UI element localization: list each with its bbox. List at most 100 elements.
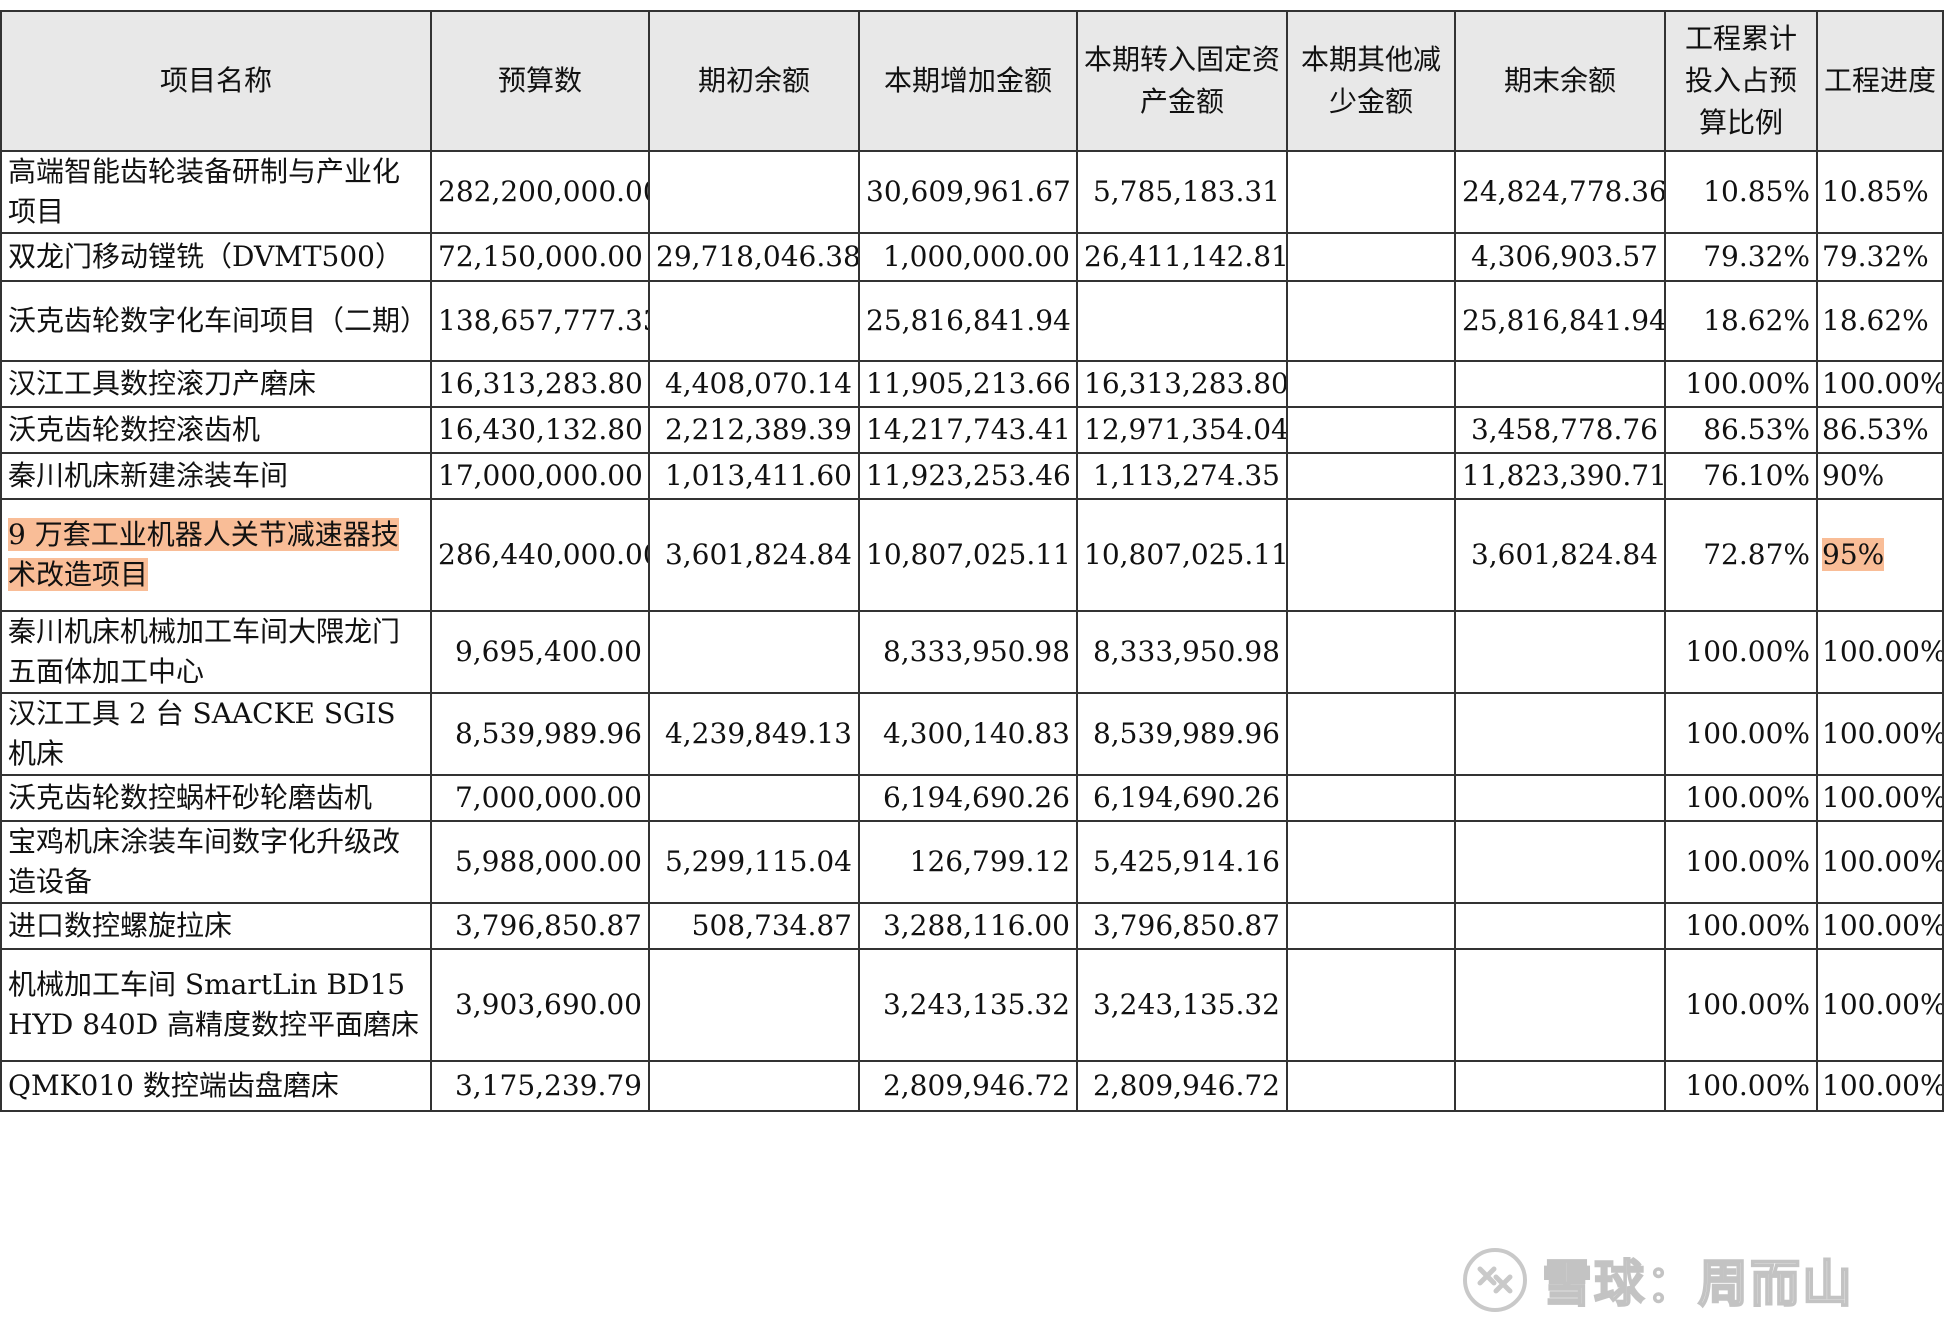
cell-project-name-text: 进口数控螺旋拉床	[8, 909, 233, 942]
cell-transferred-to-fixed-assets-text: 3,796,850.87	[1092, 909, 1280, 942]
table-row: 沃克齿轮数控蜗杆砂轮磨齿机 7,000,000.00 6,194,690.26 6,1…	[0, 774, 1944, 822]
cell-budget: 3,796,850.87	[430, 902, 650, 950]
table-row: 秦川机床新建涂装车间 17,000,000.00 1,013,411.60 11,92…	[0, 452, 1944, 500]
cell-progress: 86.53%	[1816, 406, 1944, 454]
cell-cumulative-ratio: 72.87%	[1664, 498, 1818, 612]
cell-transferred-to-fixed-assets: 1,113,274.35	[1076, 452, 1288, 500]
cell-budget-text: 286,440,000.00	[438, 538, 649, 571]
cell-current-increase: 30,609,961.67	[858, 150, 1078, 234]
cell-closing-balance	[1454, 774, 1666, 822]
cell-opening-balance	[648, 150, 860, 234]
cell-progress: 100.00%	[1816, 610, 1944, 694]
cell-other-decrease	[1286, 948, 1456, 1062]
cell-budget-text: 16,313,283.80	[438, 367, 643, 400]
cell-project-name: 汉江工具 2 台 SAACKE SGIS 机床	[0, 692, 432, 776]
cell-current-increase: 1,000,000.00	[858, 232, 1078, 282]
cell-closing-balance-text: 3,601,824.84	[1470, 538, 1658, 571]
cell-project-name-text: QMK010 数控端齿盘磨床	[8, 1069, 339, 1102]
cell-transferred-to-fixed-assets-text: 5,785,183.31	[1092, 175, 1280, 208]
header-progress: 工程进度	[1816, 10, 1944, 152]
cell-opening-balance-text: 5,299,115.04	[664, 845, 852, 878]
table-row: 宝鸡机床涂装车间数字化升级改造设备 5,988,000.00 5,299,115.0…	[0, 820, 1944, 904]
cell-other-decrease	[1286, 774, 1456, 822]
cell-current-increase: 2,809,946.72	[858, 1060, 1078, 1112]
header-project-name: 项目名称	[0, 10, 432, 152]
table-row: 进口数控螺旋拉床 3,796,850.87 508,734.87 3,288,116.…	[0, 902, 1944, 950]
table-body: 高端智能齿轮装备研制与产业化项目 282,200,000.00 30,609,961…	[0, 150, 1944, 1112]
cell-transferred-to-fixed-assets-text: 2,809,946.72	[1092, 1069, 1280, 1102]
cell-other-decrease	[1286, 820, 1456, 904]
cell-cumulative-ratio: 100.00%	[1664, 692, 1818, 776]
cell-budget: 138,657,777.33	[430, 280, 650, 362]
cell-closing-balance: 3,458,778.76	[1454, 406, 1666, 454]
cell-project-name: QMK010 数控端齿盘磨床	[0, 1060, 432, 1112]
cell-transferred-to-fixed-assets-text: 12,971,354.04	[1084, 413, 1287, 446]
cell-budget: 17,000,000.00	[430, 452, 650, 500]
cell-transferred-to-fixed-assets-text: 1,113,274.35	[1092, 459, 1280, 492]
cell-transferred-to-fixed-assets: 6,194,690.26	[1076, 774, 1288, 822]
header-closing-balance: 期末余额	[1454, 10, 1666, 152]
cell-other-decrease	[1286, 280, 1456, 362]
cell-transferred-to-fixed-assets: 3,796,850.87	[1076, 902, 1288, 950]
cell-progress-text: 100.00%	[1822, 781, 1943, 814]
cell-budget-text: 138,657,777.33	[438, 304, 649, 337]
table-row: QMK010 数控端齿盘磨床 3,175,239.79 2,809,946.72 2,…	[0, 1060, 1944, 1112]
header-opening-balance: 期初余额	[648, 10, 860, 152]
construction-in-progress-table-container: 项目名称 预算数 期初余额 本期增加金额 本期转入固定资产金额 本期其他减少金额 期末余额工…	[0, 10, 1944, 1112]
table-row: 汉江工具数控滚刀产磨床 16,313,283.80 4,408,070.14 11,9…	[0, 360, 1944, 408]
cell-other-decrease	[1286, 498, 1456, 612]
cell-opening-balance-text: 29,718,046.38	[656, 240, 859, 273]
cell-budget: 8,539,989.96	[430, 692, 650, 776]
cell-cumulative-ratio-text: 100.00%	[1685, 367, 1810, 400]
cell-progress: 100.00%	[1816, 360, 1944, 408]
cell-other-decrease	[1286, 1060, 1456, 1112]
cell-current-increase-text: 8,333,950.98	[882, 635, 1070, 668]
cell-closing-balance-text: 24,824,778.36	[1462, 175, 1665, 208]
cell-budget-text: 9,695,400.00	[454, 635, 642, 668]
header-current-increase: 本期增加金额	[858, 10, 1078, 152]
cell-opening-balance: 29,718,046.38	[648, 232, 860, 282]
cell-closing-balance	[1454, 820, 1666, 904]
cell-current-increase: 3,243,135.32	[858, 948, 1078, 1062]
cell-transferred-to-fixed-assets: 8,539,989.96	[1076, 692, 1288, 776]
cell-closing-balance-text: 3,458,778.76	[1470, 413, 1658, 446]
cell-closing-balance: 4,306,903.57	[1454, 232, 1666, 282]
cell-cumulative-ratio: 10.85%	[1664, 150, 1818, 234]
cell-current-increase-text: 10,807,025.11	[866, 538, 1071, 571]
cell-project-name-text: 汉江工具数控滚刀产磨床	[8, 367, 317, 400]
cell-progress: 100.00%	[1816, 820, 1944, 904]
cell-current-increase: 11,905,213.66	[858, 360, 1078, 408]
cell-transferred-to-fixed-assets-text: 16,313,283.80	[1084, 367, 1287, 400]
cell-budget: 16,430,132.80	[430, 406, 650, 454]
cell-progress: 95%	[1816, 498, 1944, 612]
cell-current-increase: 10,807,025.11	[858, 498, 1078, 612]
cell-opening-balance	[648, 948, 860, 1062]
cell-current-increase-text: 4,300,140.83	[882, 717, 1070, 750]
cell-budget-text: 8,539,989.96	[454, 717, 642, 750]
cell-progress: 100.00%	[1816, 692, 1944, 776]
cell-current-increase-text: 3,243,135.32	[882, 988, 1070, 1021]
cell-progress: 100.00%	[1816, 774, 1944, 822]
cell-opening-balance	[648, 1060, 860, 1112]
cell-closing-balance	[1454, 902, 1666, 950]
table-row: 秦川机床机械加工车间大隈龙门五面体加工中心 9,695,400.00 8,333,9…	[0, 610, 1944, 694]
cell-cumulative-ratio-text: 10.85%	[1703, 175, 1810, 208]
cell-progress-text: 18.62%	[1822, 304, 1929, 337]
cell-progress: 100.00%	[1816, 1060, 1944, 1112]
cell-opening-balance-text: 3,601,824.84	[664, 538, 852, 571]
cell-progress-text: 100.00%	[1822, 845, 1943, 878]
cell-budget-text: 72,150,000.00	[438, 240, 643, 273]
cell-progress-text: 100.00%	[1822, 1069, 1943, 1102]
cell-opening-balance: 508,734.87	[648, 902, 860, 950]
cell-cumulative-ratio-text: 100.00%	[1685, 845, 1810, 878]
cell-current-increase: 6,194,690.26	[858, 774, 1078, 822]
cell-project-name: 双龙门移动镗铣（DVMT500）	[0, 232, 432, 282]
cell-progress-text: 79.32%	[1822, 240, 1929, 273]
cell-opening-balance: 3,601,824.84	[648, 498, 860, 612]
cell-project-name: 沃克齿轮数字化车间项目（二期）	[0, 280, 432, 362]
cell-project-name: 高端智能齿轮装备研制与产业化项目	[0, 150, 432, 234]
cell-project-name-text: 9 万套工业机器人关节减速器技术改造项目	[8, 518, 399, 591]
cell-opening-balance: 5,299,115.04	[648, 820, 860, 904]
cell-project-name-text: 宝鸡机床涂装车间数字化升级改造设备	[8, 825, 401, 898]
cell-progress: 100.00%	[1816, 902, 1944, 950]
